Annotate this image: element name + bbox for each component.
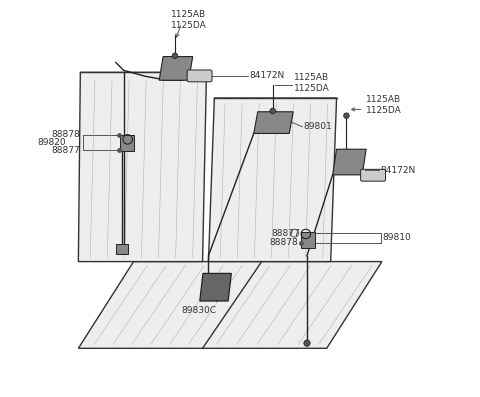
Polygon shape (301, 232, 315, 248)
Polygon shape (208, 98, 336, 262)
Text: 1125AB
1125DA: 1125AB 1125DA (294, 73, 330, 93)
Polygon shape (116, 244, 128, 254)
FancyBboxPatch shape (187, 70, 212, 82)
Text: 89801: 89801 (303, 122, 332, 131)
Text: 1125AB
1125DA: 1125AB 1125DA (366, 94, 402, 115)
Circle shape (304, 340, 310, 346)
Text: 89820: 89820 (37, 138, 66, 147)
Circle shape (344, 113, 349, 118)
Polygon shape (254, 112, 293, 133)
FancyBboxPatch shape (360, 170, 385, 181)
Text: 88877: 88877 (51, 146, 80, 155)
Polygon shape (333, 149, 366, 175)
Text: 1125AB
1125DA: 1125AB 1125DA (171, 10, 206, 30)
Text: 89830C: 89830C (181, 306, 216, 315)
Polygon shape (159, 57, 192, 80)
Circle shape (270, 108, 276, 114)
Text: 88878: 88878 (51, 130, 80, 139)
Polygon shape (78, 262, 382, 348)
Text: 88878: 88878 (270, 238, 299, 247)
Polygon shape (200, 274, 231, 301)
Text: 84172N: 84172N (249, 71, 284, 81)
Text: 89810: 89810 (383, 233, 411, 243)
Polygon shape (120, 135, 133, 151)
Text: 88877: 88877 (271, 229, 300, 238)
Polygon shape (78, 72, 206, 262)
Text: 84172N: 84172N (380, 166, 415, 175)
Circle shape (172, 53, 178, 58)
